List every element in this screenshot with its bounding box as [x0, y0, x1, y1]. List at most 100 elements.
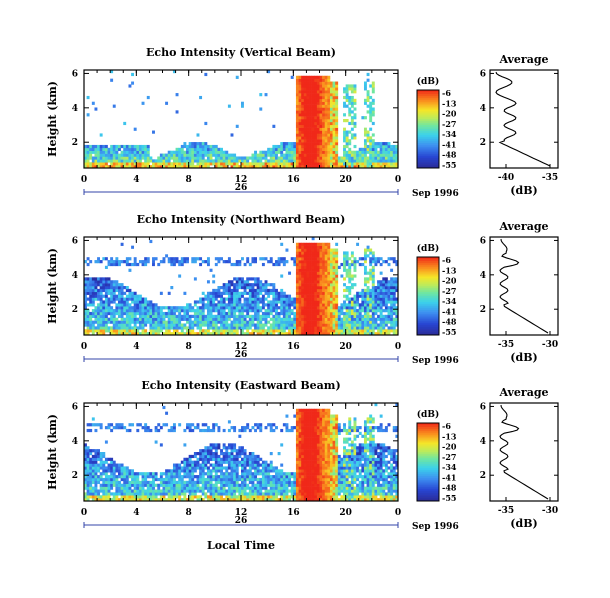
heatmap-cell	[138, 498, 142, 502]
heatmap-cell	[324, 317, 328, 321]
heatmap-cell	[241, 472, 244, 476]
heatmap-cell	[115, 153, 119, 157]
heatmap-cell	[345, 271, 349, 275]
heatmap-cell	[209, 320, 213, 324]
heatmap-cell	[170, 492, 174, 496]
heatmap-cell	[306, 242, 310, 246]
heatmap-cell	[285, 306, 289, 310]
heatmap-cell	[209, 300, 213, 304]
heatmap-cell	[343, 156, 346, 160]
heatmap-cell	[314, 119, 318, 123]
heatmap-cell	[199, 466, 203, 470]
heatmap-cell	[191, 309, 195, 313]
heatmap-cell	[390, 294, 394, 298]
heatmap-cell	[319, 303, 323, 307]
heatmap-cell	[233, 317, 237, 321]
heatmap-cell	[379, 144, 383, 149]
heatmap-cell	[329, 251, 333, 255]
heatmap-cell	[162, 159, 166, 163]
heatmap-cell	[104, 311, 108, 316]
heatmap-cell	[316, 156, 320, 160]
heatmap-cell	[384, 156, 388, 160]
heatmap-cell	[157, 483, 161, 487]
heatmap-cell	[118, 260, 121, 264]
heatmap-cell	[382, 283, 386, 287]
heatmap-cell	[123, 492, 127, 496]
heatmap-cell	[152, 311, 155, 316]
heatmap-cell	[225, 483, 229, 487]
heatmap-cell	[301, 87, 305, 91]
heatmap-cell	[133, 127, 137, 131]
heatmap-cell	[251, 472, 255, 476]
heatmap-cell	[115, 262, 119, 267]
heatmap-cell	[332, 317, 336, 321]
heatmap-cell	[230, 332, 234, 336]
heatmap-cell	[227, 104, 231, 108]
heatmap-cell	[324, 280, 328, 284]
heatmap-cell	[118, 329, 121, 333]
heatmap-cell	[327, 291, 331, 295]
heatmap-cell	[186, 165, 189, 169]
heatmap-cell	[295, 153, 299, 157]
heatmap-cell	[314, 262, 318, 267]
heatmap-cell	[246, 332, 250, 336]
heatmap-cell	[350, 320, 354, 324]
heatmap-cell	[285, 159, 289, 163]
heatmap-cell	[183, 463, 187, 467]
heatmap-cell	[277, 147, 281, 151]
colorbar-segment	[417, 307, 439, 310]
heatmap-cell	[144, 472, 148, 476]
heatmap-cell	[172, 329, 176, 333]
heatmap-cell	[222, 483, 226, 487]
heatmap-cell	[309, 165, 312, 169]
heatmap-cell	[91, 156, 95, 160]
heatmap-cell	[366, 136, 370, 140]
heatmap-cell	[193, 332, 197, 336]
heatmap-cell	[214, 454, 218, 459]
heatmap-cell	[214, 303, 218, 307]
heatmap-cell	[104, 159, 108, 163]
heatmap-cell	[104, 291, 108, 295]
heatmap-cell	[295, 306, 299, 310]
heatmap-cell	[272, 332, 276, 336]
heatmap-cell	[154, 428, 158, 433]
heatmap-cell	[212, 486, 216, 490]
heatmap-cell	[146, 150, 150, 154]
heatmap-cell	[363, 260, 367, 264]
heatmap-cell	[337, 329, 341, 333]
heatmap-cell	[214, 153, 218, 157]
heatmap-cell	[112, 291, 116, 295]
heatmap-cell	[363, 332, 367, 336]
heatmap-cell	[84, 260, 87, 264]
heatmap-cell	[157, 332, 161, 336]
heatmap-cell	[309, 156, 312, 160]
heatmap-cell	[303, 297, 307, 301]
heatmap-cell	[204, 449, 208, 453]
heatmap-cell	[377, 156, 380, 160]
heatmap-cell	[206, 257, 210, 261]
heatmap-cell	[123, 165, 127, 169]
heatmap-cell	[340, 262, 344, 267]
heatmap-cell	[280, 142, 284, 146]
heatmap-cell	[282, 262, 286, 267]
heatmap-cell	[332, 159, 336, 163]
heatmap-cell	[149, 320, 153, 324]
heatmap-cell	[110, 477, 114, 482]
heatmap-cell	[167, 475, 171, 479]
heatmap-cell	[212, 150, 216, 154]
heatmap-cell	[204, 147, 208, 151]
heatmap-cell	[144, 159, 148, 163]
heatmap-cell	[275, 329, 278, 333]
heatmap-cell	[316, 280, 320, 284]
heatmap-cell	[311, 107, 315, 111]
heatmap-cell	[363, 317, 367, 321]
heatmap-cell	[115, 286, 119, 290]
heatmap-cell	[120, 477, 124, 482]
heatmap-cell	[303, 153, 307, 157]
heatmap-cell	[138, 483, 142, 487]
heatmap-cell	[353, 107, 357, 111]
heatmap-cell	[324, 257, 328, 261]
heatmap-cell	[193, 452, 197, 456]
heatmap-cell	[94, 159, 98, 163]
heatmap-cell	[212, 294, 216, 298]
